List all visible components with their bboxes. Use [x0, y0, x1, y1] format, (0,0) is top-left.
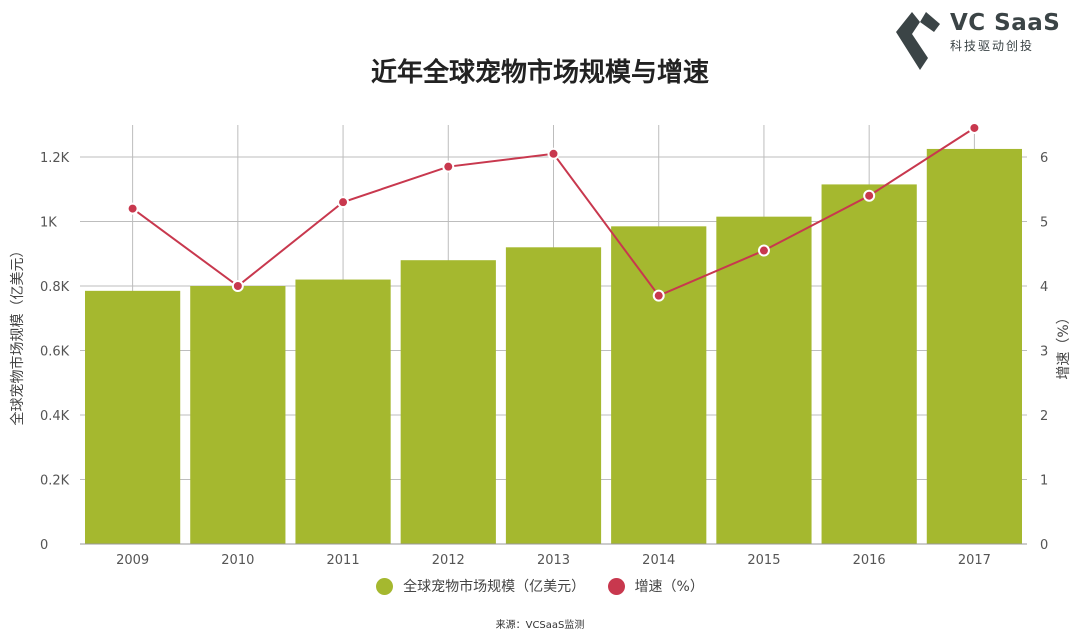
x-tick-label: 2012 — [432, 553, 465, 568]
y-left-tick-label: 0.4K — [40, 409, 70, 424]
y-right-tick-label: 2 — [1040, 409, 1048, 424]
y-right-tick-label: 3 — [1040, 345, 1048, 360]
legend: 全球宠物市场规模（亿美元） 增速（%） — [0, 576, 1080, 599]
y-left-axis-title: 全球宠物市场规模（亿美元） — [9, 244, 26, 426]
x-tick-label: 2014 — [642, 553, 675, 568]
x-tick-label: 2009 — [116, 553, 149, 568]
brand-tagline: 科技驱动创投 — [950, 39, 1035, 53]
legend-item-market-size[interactable]: 全球宠物市场规模（亿美元） — [376, 576, 585, 596]
bar-2009 — [85, 290, 181, 544]
bar-2014 — [611, 226, 707, 544]
legend-label-market-size: 全球宠物市场规模（亿美元） — [403, 579, 586, 595]
growth-point-2014 — [652, 289, 665, 302]
x-tick-label: 2016 — [853, 553, 886, 568]
source-note: 来源：VCSaaS监测 — [495, 620, 585, 631]
y-right-tick-label: 1 — [1040, 474, 1048, 489]
growth-point-2011 — [337, 196, 350, 209]
bar-2011 — [295, 279, 391, 544]
growth-point-2016 — [863, 189, 876, 202]
bar-2017 — [926, 148, 1022, 544]
growth-point-2009 — [126, 202, 139, 215]
bar-2010 — [190, 286, 286, 544]
y-left-tick-label: 0 — [40, 538, 48, 553]
y-right-tick-label: 6 — [1040, 151, 1048, 166]
chart: 0 0.2K 0.4K 0.6K 0.8K 1K 1.2K 0 1 2 3 4 5 6 2009 2010 20… — [9, 121, 1072, 568]
x-tick-label: 2015 — [747, 553, 780, 568]
bar-2016 — [821, 184, 917, 544]
bar-2012 — [400, 260, 496, 544]
x-tick-label: 2017 — [958, 553, 991, 568]
y-left-tick-label: 1.2K — [40, 151, 70, 166]
y-right-tick-label: 0 — [1040, 538, 1048, 553]
brand-name: VC SaaS — [950, 10, 1061, 36]
growth-point-2012 — [442, 160, 455, 173]
growth-point-2017 — [968, 121, 981, 134]
legend-item-growth-rate[interactable]: 增速（%） — [607, 576, 704, 596]
legend-swatch-market-size — [376, 577, 394, 595]
y-right-tick-label: 5 — [1040, 216, 1048, 231]
x-tick-label: 2011 — [327, 553, 360, 568]
y-left-tick-label: 1K — [40, 216, 57, 231]
brand: VC SaaS 科技驱动创投 — [950, 10, 1060, 54]
bar-2015 — [716, 216, 812, 544]
legend-label-growth-rate: 增速（%） — [634, 579, 704, 595]
y-left-tick-label: 0.8K — [40, 280, 70, 295]
y-right-tick-label: 4 — [1040, 280, 1048, 295]
y-left-tick-label: 0.6K — [40, 345, 70, 360]
x-tick-label: 2010 — [221, 553, 254, 568]
growth-point-2013 — [547, 147, 560, 160]
legend-swatch-growth-rate — [607, 577, 625, 595]
y-right-axis-title: 增速（%） — [1056, 310, 1072, 379]
growth-point-2015 — [757, 244, 770, 257]
bar-2013 — [505, 247, 602, 545]
brand-logo-icon — [896, 12, 940, 70]
x-tick-label: 2013 — [537, 553, 570, 568]
chart-title: 近年全球宠物市场规模与增速 — [370, 58, 709, 88]
y-left-tick-label: 0.2K — [40, 474, 70, 489]
growth-point-2010 — [231, 280, 244, 292]
